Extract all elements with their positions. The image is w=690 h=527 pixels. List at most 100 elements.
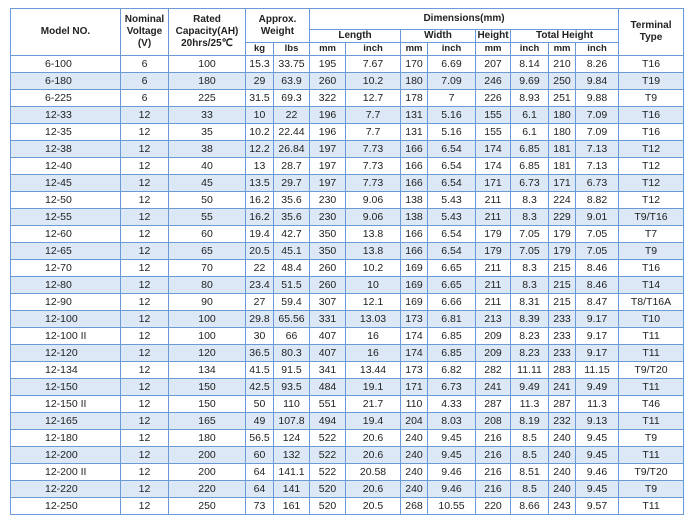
value-cell: 241	[548, 378, 577, 396]
value-cell: 260	[309, 259, 347, 277]
model-cell: 12-70	[10, 259, 121, 277]
model-cell: 12-250	[10, 497, 121, 515]
value-cell: 134	[168, 361, 246, 379]
value-cell: 8.3	[510, 208, 550, 226]
value-cell: 9.06	[345, 191, 402, 209]
value-cell: T12	[618, 191, 685, 209]
table-row: 12-70 12 70 22 48.4 260 10.2 169 6.65 211 8.3 215 8.…	[10, 259, 685, 277]
value-cell: 7.73	[345, 140, 402, 158]
value-cell: 9.84	[575, 72, 620, 90]
value-cell: 230	[309, 191, 347, 209]
value-cell: 65	[168, 242, 246, 260]
value-cell: T11	[618, 412, 685, 430]
model-cell: 12-45	[10, 174, 121, 192]
value-cell: T8/T16A	[618, 293, 685, 311]
value-cell: 12	[120, 191, 169, 209]
value-cell: 35	[168, 123, 246, 141]
value-cell: 7	[427, 89, 477, 107]
header-cell: inch	[427, 42, 477, 56]
value-cell: 7.67	[345, 55, 402, 73]
value-cell: 331	[309, 310, 347, 328]
value-cell: 494	[309, 412, 347, 430]
spec-table: Model NO. Nominal Voltage (V) Rated Capa…	[10, 8, 685, 515]
value-cell: 40	[168, 157, 246, 175]
value-cell: 48.4	[272, 259, 311, 277]
value-cell: 6.1	[510, 123, 550, 141]
value-cell: 166	[400, 174, 429, 192]
header-cell: mm	[400, 42, 429, 56]
value-cell: 224	[548, 191, 577, 209]
value-cell: 7.05	[575, 242, 620, 260]
value-cell: 19.4	[345, 412, 402, 430]
value-cell: 165	[168, 412, 246, 430]
model-cell: 12-134	[10, 361, 121, 379]
value-cell: 5.16	[427, 106, 477, 124]
table-row: 6-225 6 225 31.5 69.3 322 12.7 178 7 226 8.93 251 9.…	[10, 89, 685, 107]
value-cell: 100	[168, 327, 246, 345]
value-cell: T9	[618, 242, 685, 260]
value-cell: 6.65	[427, 276, 477, 294]
value-cell: 407	[309, 344, 347, 362]
value-cell: T46	[618, 395, 685, 413]
value-cell: 195	[309, 55, 347, 73]
value-cell: 6.54	[427, 242, 477, 260]
value-cell: 166	[400, 157, 429, 175]
value-cell: 180	[548, 123, 577, 141]
value-cell: 13	[245, 157, 274, 175]
model-cell: 12-55	[10, 208, 121, 226]
value-cell: 20.6	[345, 429, 402, 447]
value-cell: 65.56	[272, 310, 311, 328]
value-cell: 41.5	[245, 361, 274, 379]
value-cell: 209	[475, 344, 512, 362]
value-cell: 161	[272, 497, 311, 515]
header-cell: Width	[400, 29, 477, 43]
table-row: 12-250 12 250 73 161 520 20.5 268 10.55 220 8.66 24…	[10, 497, 685, 515]
value-cell: 181	[548, 140, 577, 158]
value-cell: 60	[168, 225, 246, 243]
value-cell: 110	[272, 395, 311, 413]
model-cell: 12-38	[10, 140, 121, 158]
value-cell: 8.66	[510, 497, 550, 515]
table-row: 12-100 II 12 100 30 66 407 16 174 6.85 209 8.23 233…	[10, 327, 685, 345]
value-cell: 100	[168, 310, 246, 328]
model-cell: 12-200	[10, 446, 121, 464]
value-cell: 240	[400, 429, 429, 447]
header-cell: Length	[309, 29, 402, 43]
model-cell: 12-100 II	[10, 327, 121, 345]
value-cell: 20.58	[345, 463, 402, 481]
value-cell: 169	[400, 259, 429, 277]
value-cell: 197	[309, 174, 347, 192]
value-cell: 9.49	[510, 378, 550, 396]
value-cell: 197	[309, 140, 347, 158]
value-cell: 55	[168, 208, 246, 226]
value-cell: 59.4	[272, 293, 311, 311]
value-cell: 7.09	[427, 72, 477, 90]
value-cell: 216	[475, 463, 512, 481]
value-cell: 12	[120, 242, 169, 260]
value-cell: 520	[309, 480, 347, 498]
value-cell: 204	[400, 412, 429, 430]
value-cell: 166	[400, 242, 429, 260]
value-cell: 8.5	[510, 480, 550, 498]
value-cell: 12	[120, 446, 169, 464]
header-cell: Dimensions(mm)	[309, 8, 620, 30]
value-cell: 13.44	[345, 361, 402, 379]
value-cell: 7.09	[575, 123, 620, 141]
value-cell: 12	[120, 259, 169, 277]
header-cell: Total Height	[510, 29, 620, 43]
value-cell: 12	[120, 412, 169, 430]
value-cell: 7.09	[575, 106, 620, 124]
value-cell: 12.1	[345, 293, 402, 311]
value-cell: 56.5	[245, 429, 274, 447]
value-cell: 11.15	[575, 361, 620, 379]
value-cell: 4.33	[427, 395, 477, 413]
value-cell: 287	[475, 395, 512, 413]
model-cell: 12-90	[10, 293, 121, 311]
value-cell: 6.54	[427, 157, 477, 175]
value-cell: 12	[120, 429, 169, 447]
header-text: Rated Capacity(AH)	[175, 14, 239, 37]
value-cell: 241	[475, 378, 512, 396]
value-cell: 6	[120, 72, 169, 90]
value-cell: 407	[309, 327, 347, 345]
value-cell: 7.13	[575, 140, 620, 158]
